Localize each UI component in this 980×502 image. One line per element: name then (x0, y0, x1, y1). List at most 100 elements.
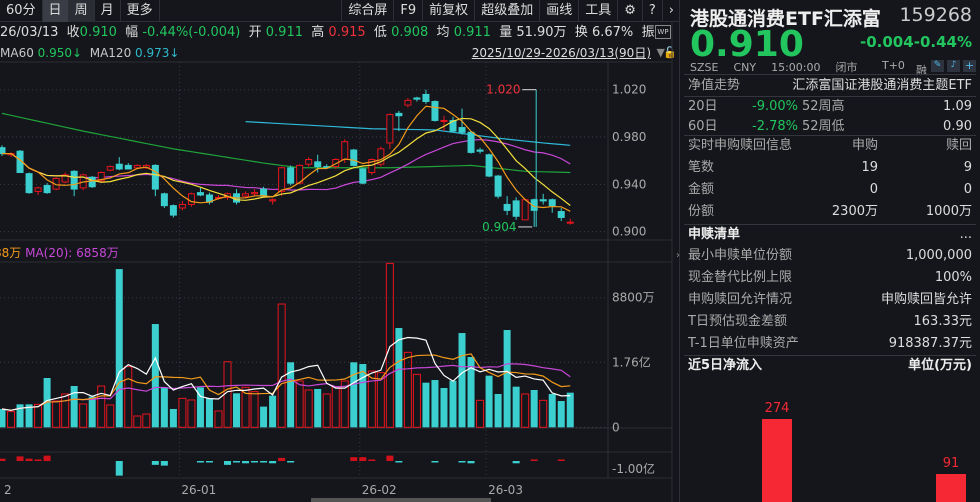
volume-bar (548, 393, 556, 428)
adjust-button[interactable]: 前复权 (423, 0, 476, 22)
edit-icon[interactable]: ✎ (931, 60, 944, 72)
volume-bar (160, 387, 168, 428)
volume-ma10-line (1, 353, 571, 411)
flow-bar (34, 459, 42, 461)
volume-bar (295, 380, 304, 428)
gear-icon[interactable]: ⚙ (618, 0, 643, 22)
candle (440, 119, 448, 122)
volume-bar (52, 400, 61, 428)
candle (350, 149, 358, 166)
candle (395, 112, 403, 117)
nav-label2: 52周高 (802, 99, 845, 114)
volume-bar (133, 415, 142, 428)
help-icon[interactable]: ? (643, 0, 663, 22)
f9-button[interactable]: F9 (394, 0, 424, 22)
volume-bar (340, 380, 349, 428)
nav-title[interactable]: 净值走势 (688, 78, 741, 93)
volume-bar (476, 399, 485, 428)
volume-bar (178, 397, 187, 428)
market-status: SZSE CNY 15:00:00 闭市 (690, 59, 858, 75)
date-tick-label: 2 (4, 483, 12, 497)
candle (269, 199, 277, 202)
candle (386, 114, 394, 144)
candle (458, 127, 466, 133)
volume-bar (169, 408, 177, 428)
vol-ma10-value: 88万 (0, 246, 22, 260)
tools-button[interactable]: 工具 (579, 0, 619, 22)
add-icon[interactable]: + (963, 59, 976, 72)
volume-bar (43, 377, 51, 428)
dropdown-triangle-icon[interactable]: ▼ (656, 46, 665, 59)
volume-bar (557, 401, 565, 428)
trading-status: 闭市 (835, 61, 858, 74)
candle (25, 173, 33, 194)
candle (251, 192, 259, 195)
security-name: 港股通消费ETF汇添富 (690, 8, 881, 30)
volume-bar (233, 393, 241, 428)
netflow-chart: 274 91 (684, 378, 980, 502)
draw-button[interactable]: 画线 (540, 0, 580, 22)
pcf-label: T-1日单位申赎资产 (688, 336, 799, 351)
period-60min[interactable]: 60分 (0, 0, 43, 22)
nav-return: -2.78% (752, 119, 798, 134)
creation-title: 实时申购赎回信息 (688, 138, 793, 153)
more-button[interactable]: ... (959, 227, 972, 242)
candle (124, 164, 132, 170)
flow-bar (251, 461, 259, 463)
lock-icon[interactable]: 🔓 (663, 46, 677, 59)
volume-bar (485, 375, 493, 428)
candle (287, 167, 295, 184)
volume-bar (97, 385, 106, 428)
kline-chart[interactable]: 1.020 0.980 0.940 0.900 8800万 1.76亿 0 -1.00亿 2 26… (0, 0, 680, 502)
volume-bar (34, 403, 43, 428)
candle (494, 175, 502, 197)
period-week[interactable]: 周 (68, 0, 95, 22)
period-more[interactable]: 更多 (121, 0, 160, 22)
wp-icon[interactable]: WP (655, 25, 671, 39)
volume-bar (16, 404, 24, 428)
ma120-label: MA120 (89, 46, 132, 60)
candle (115, 163, 123, 170)
chg-value: -0.44%(-0.004) (142, 25, 241, 40)
horizontal-scrollbar[interactable] (311, 498, 491, 502)
period-month[interactable]: 月 (95, 0, 121, 22)
subscribe-value: 0 (869, 182, 878, 197)
date-range[interactable]: 2025/10/29-2026/03/13(90日) (471, 46, 651, 60)
candle (97, 172, 105, 182)
netflow-title: 近5日净流入 (688, 358, 763, 373)
amp-label: 振 (641, 25, 655, 40)
candle (413, 97, 421, 100)
flow-bar (269, 461, 277, 464)
pcf-label: T日预估现金差额 (688, 314, 787, 329)
composite-screen-button[interactable]: 综合屏 (341, 0, 395, 22)
volume-bar (0, 408, 6, 428)
candle (377, 148, 385, 165)
candle (187, 193, 195, 205)
creation-row: 金额 0 0 (688, 179, 972, 201)
volume-bar (422, 382, 430, 428)
pcf-row: 申购赎回允许情况 申购赎回皆允许 (688, 289, 972, 311)
flow-bar (287, 461, 295, 463)
collapse-arrow-icon[interactable]: › (676, 250, 680, 261)
kline-panel: 60分 日 周 月 更多 综合屏 F9 前复权 超级叠加 画线 工具 ⚙ ? ›… (0, 0, 680, 502)
high-label: 高 (311, 25, 325, 40)
netflow-value: 91 (942, 456, 960, 472)
flow-bar (467, 461, 475, 464)
period-day[interactable]: 日 (42, 0, 69, 22)
nav-period: 60日 (688, 119, 718, 134)
overlay-button[interactable]: 超级叠加 (475, 0, 541, 22)
chevron-right-icon[interactable]: › (668, 2, 674, 18)
flow-bar (530, 459, 538, 461)
volume-bar (512, 386, 520, 428)
bell-icon[interactable]: ♪ (947, 60, 960, 72)
creation-row: 笔数 19 9 (688, 157, 972, 179)
col-redeem: 赎回 (945, 138, 972, 153)
volume-tick-label: 1.76亿 (612, 354, 651, 369)
candle (449, 119, 457, 132)
volume-bar (115, 269, 123, 428)
quote-panel: 港股通消费ETF汇添富 159268 0.910 -0.004 -0.44% S… (684, 0, 980, 502)
price-tick-label: 0.940 (612, 177, 646, 191)
candle (314, 161, 322, 168)
flow-bar (557, 459, 565, 461)
price-change-pct: -0.44% (913, 33, 972, 51)
